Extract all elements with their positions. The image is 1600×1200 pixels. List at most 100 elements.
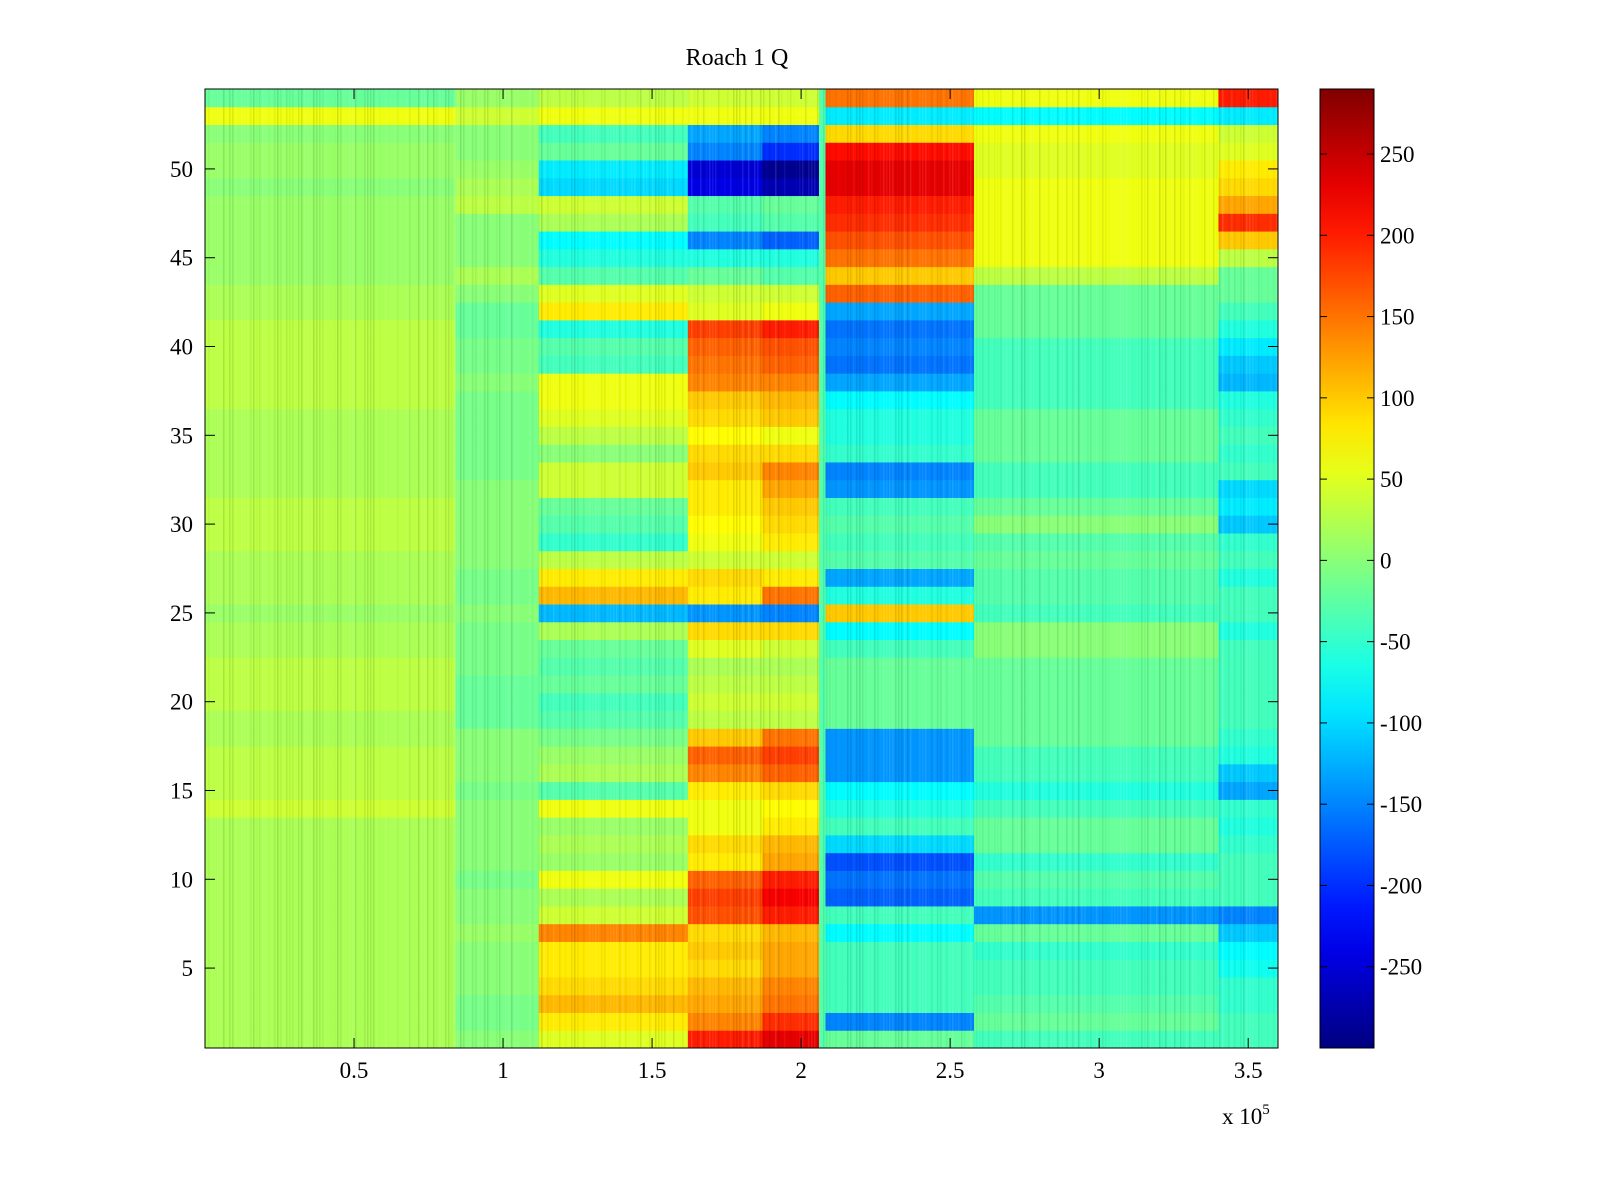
heatmap-cell bbox=[818, 657, 826, 676]
heatmap-cell bbox=[824, 621, 975, 641]
texture-stripe bbox=[1015, 89, 1017, 1048]
heatmap-cell bbox=[973, 266, 1219, 285]
y-axis: 5 10 15 20 25 30 35 40 45 50 bbox=[170, 157, 1278, 981]
heatmap-cell bbox=[538, 1012, 689, 1031]
texture-stripe bbox=[295, 89, 297, 1048]
texture-stripe bbox=[1060, 89, 1062, 1048]
heatmap-cell bbox=[762, 994, 820, 1013]
texture-stripe bbox=[454, 89, 456, 1048]
texture-stripe bbox=[475, 89, 477, 1048]
heatmap-cell bbox=[973, 799, 1219, 818]
heatmap-cell bbox=[818, 497, 826, 516]
heatmap-cell bbox=[538, 781, 689, 800]
texture-stripe bbox=[637, 89, 639, 1048]
heatmap-cell bbox=[762, 124, 820, 143]
heatmap-cell bbox=[1218, 160, 1278, 179]
heatmap-cell bbox=[205, 888, 456, 907]
heatmap-cell bbox=[762, 834, 820, 854]
texture-stripe bbox=[1024, 89, 1026, 1048]
heatmap-cell bbox=[762, 675, 820, 694]
heatmap-cell bbox=[538, 692, 689, 712]
texture-stripe bbox=[1090, 89, 1092, 1048]
heatmap-cell bbox=[205, 568, 456, 587]
texture-stripe bbox=[973, 89, 975, 1048]
heatmap-cell bbox=[762, 888, 820, 907]
heatmap-cell bbox=[762, 515, 820, 534]
x-tick-label: 3.5 bbox=[1234, 1058, 1263, 1083]
heatmap-cell bbox=[205, 390, 456, 410]
heatmap-cell bbox=[687, 89, 763, 108]
heatmap-cell bbox=[205, 852, 456, 871]
texture-stripe bbox=[253, 89, 255, 1048]
heatmap-cell bbox=[824, 834, 975, 854]
texture-stripe bbox=[697, 89, 699, 1048]
heatmap-cell bbox=[205, 550, 456, 569]
texture-stripe bbox=[931, 89, 933, 1048]
heatmap-cell bbox=[973, 959, 1219, 978]
heatmap-cell bbox=[973, 106, 1219, 126]
heatmap-cell bbox=[824, 870, 975, 889]
heatmap-cell bbox=[205, 124, 456, 143]
texture-stripe bbox=[331, 89, 333, 1048]
texture-stripe bbox=[631, 89, 633, 1048]
heatmap-cell bbox=[818, 799, 826, 818]
texture-stripe bbox=[1258, 89, 1260, 1048]
texture-stripe bbox=[598, 89, 600, 1048]
heatmap-cell bbox=[818, 604, 826, 623]
heatmap-cell bbox=[538, 675, 689, 694]
heatmap-cell bbox=[455, 852, 540, 871]
texture-stripe bbox=[433, 89, 435, 1048]
texture-stripe bbox=[691, 89, 693, 1048]
texture-stripe bbox=[1042, 89, 1044, 1048]
heatmap-cell bbox=[818, 834, 826, 854]
heatmap-cell bbox=[687, 213, 763, 232]
y-tick-label: 50 bbox=[170, 157, 193, 182]
texture-stripe bbox=[490, 89, 492, 1048]
heatmap-cell bbox=[1218, 373, 1278, 392]
heatmap-cell bbox=[762, 941, 820, 960]
heatmap-cell bbox=[205, 994, 456, 1013]
texture-stripe bbox=[1243, 89, 1245, 1048]
texture-stripe bbox=[652, 89, 654, 1048]
texture-stripe bbox=[613, 89, 615, 1048]
texture-stripe bbox=[466, 89, 468, 1048]
texture-stripe bbox=[742, 89, 744, 1048]
heatmap-cell bbox=[824, 799, 975, 818]
heatmap-cell bbox=[824, 532, 975, 552]
heatmap-cell bbox=[538, 621, 689, 641]
chart-title: Roach 1 Q bbox=[686, 45, 789, 71]
texture-stripe bbox=[415, 89, 417, 1048]
texture-stripe bbox=[907, 89, 909, 1048]
texture-stripe bbox=[478, 89, 480, 1048]
texture-stripe bbox=[418, 89, 420, 1048]
texture-stripe bbox=[1204, 89, 1206, 1048]
texture-stripe bbox=[934, 89, 936, 1048]
colorbar bbox=[1319, 88, 1375, 1049]
heatmap-cell bbox=[538, 390, 689, 410]
heatmap-cell bbox=[205, 319, 456, 339]
texture-stripe bbox=[853, 89, 855, 1048]
heatmap-cell bbox=[973, 319, 1219, 339]
heatmap-cell bbox=[205, 621, 456, 641]
heatmap-cell bbox=[687, 959, 763, 978]
texture-stripe bbox=[847, 89, 849, 1048]
heatmap-cell bbox=[824, 408, 975, 427]
heatmap-cell bbox=[762, 799, 820, 818]
heatmap-cell bbox=[824, 1012, 975, 1031]
texture-stripe bbox=[1240, 89, 1242, 1048]
heatmap-cell bbox=[205, 266, 456, 285]
texture-stripe bbox=[235, 89, 237, 1048]
heatmap-cell bbox=[762, 284, 820, 303]
heatmap-cell bbox=[824, 959, 975, 978]
texture-stripe bbox=[529, 89, 531, 1048]
texture-stripe bbox=[385, 89, 387, 1048]
heatmap-cell bbox=[762, 461, 820, 481]
texture-stripe bbox=[1237, 89, 1239, 1048]
texture-stripe bbox=[1120, 89, 1122, 1048]
heatmap-cell bbox=[973, 302, 1219, 321]
texture-stripe bbox=[481, 89, 483, 1048]
texture-stripe bbox=[337, 89, 339, 1048]
heatmap-cell bbox=[824, 1030, 975, 1048]
texture-stripe bbox=[1006, 89, 1008, 1048]
texture-stripe bbox=[412, 89, 414, 1048]
